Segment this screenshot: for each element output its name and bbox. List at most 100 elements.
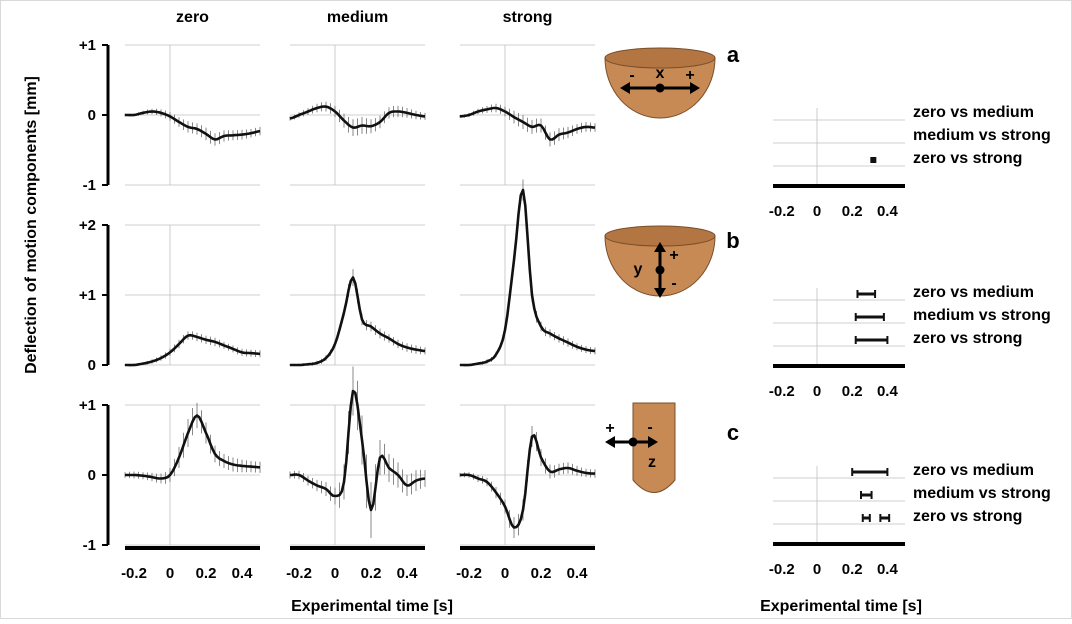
comparison-label: zero vs strong xyxy=(913,508,1022,525)
significance-panel-a: -0.2 0 0.2 0.4 zero vs medium medium vs stron… xyxy=(769,104,1051,220)
significance-panels: -0.2 0 0.2 0.4 zero vs medium medium vs stron… xyxy=(769,104,1051,578)
condition-header-zero: zero xyxy=(176,9,209,26)
x-axis-label-right: Experimental time [s] xyxy=(760,598,922,615)
y-tick-label: -1 xyxy=(83,537,96,554)
arrowhead-left xyxy=(620,82,630,94)
sig-x-tick-label: 0 xyxy=(813,203,821,220)
sig-x-tick-label: 0.4 xyxy=(877,383,899,400)
icon-axis-label-y: y xyxy=(634,261,643,278)
series-line-a-medium xyxy=(289,105,426,129)
significance-panel-b: -0.2 0 0.2 0.4 zero vs medium medium vs stron… xyxy=(769,284,1051,400)
arrowhead-right xyxy=(648,436,658,448)
x-tick-label: 0 xyxy=(331,565,339,582)
x-tick-label: 0.2 xyxy=(196,565,217,582)
panel-letter-c: c xyxy=(727,420,739,445)
x-tick-label: 0 xyxy=(501,565,509,582)
finger-body xyxy=(632,402,676,493)
sig-x-tick-label: -0.2 xyxy=(769,383,795,400)
series-line-b-strong xyxy=(460,188,596,367)
y-tick-label: +1 xyxy=(79,287,96,304)
x-tick-label: 0.4 xyxy=(232,565,254,582)
comparison-label: zero vs strong xyxy=(913,150,1022,167)
sig-x-tick-label: 0.4 xyxy=(877,561,899,578)
sig-x-tick-label: 0 xyxy=(813,561,821,578)
x-axis-label: Experimental time [s] xyxy=(291,598,453,615)
comparison-label: medium vs strong xyxy=(913,307,1051,324)
x-tick-label: 0 xyxy=(166,565,174,582)
icon-minus-y: - xyxy=(671,275,676,292)
panel-c-zero xyxy=(124,402,261,546)
series-line-c-strong xyxy=(459,434,596,529)
series-line-b-medium xyxy=(290,276,426,367)
icon-minus-x: - xyxy=(629,67,634,84)
significance-panel-c: -0.2 0 0.2 0.4 zero vs medium medium vs stron… xyxy=(769,462,1051,578)
y-tick-label: 0 xyxy=(88,357,96,374)
series-line-b-zero xyxy=(125,333,261,367)
sig-x-tick-label: 0.4 xyxy=(877,203,899,220)
center-dot xyxy=(655,83,665,93)
arrowhead-down xyxy=(654,288,666,298)
y-axis-label: Deflection of motion components [mm] xyxy=(23,76,40,374)
y-tick-label: +1 xyxy=(79,37,96,54)
x-tick-label: -0.2 xyxy=(456,565,482,582)
icon-x-motion: x - + xyxy=(604,47,716,119)
arrowhead-up xyxy=(654,242,666,252)
y-tick-label: 0 xyxy=(88,467,96,484)
panel-c-medium xyxy=(289,366,426,546)
comparison-label: zero vs strong xyxy=(913,330,1022,347)
arrowhead-right xyxy=(690,82,700,94)
center-dot xyxy=(628,437,638,447)
x-tick-label: 0.4 xyxy=(567,565,589,582)
comparison-label: medium vs strong xyxy=(913,127,1051,144)
panel-a-strong xyxy=(459,44,596,186)
sig-x-tick-label: 0.2 xyxy=(842,203,863,220)
comparison-label: medium vs strong xyxy=(913,485,1051,502)
sig-x-tick-label: -0.2 xyxy=(769,203,795,220)
y-tick-label: -1 xyxy=(83,177,96,194)
comparison-label: zero vs medium xyxy=(913,284,1034,301)
icon-minus-z: - xyxy=(647,419,652,436)
panel-b-zero xyxy=(124,224,261,367)
sig-x-tick-label: 0 xyxy=(813,383,821,400)
sig-point xyxy=(870,157,877,163)
motion-icons: x - + a y + - b + - z c xyxy=(604,42,740,493)
icon-plus-x: + xyxy=(685,67,694,84)
x-tick-label: -0.2 xyxy=(286,565,312,582)
arrowhead-left xyxy=(605,436,615,448)
sig-x-tick-label: 0.2 xyxy=(842,561,863,578)
x-tick-label: 0.2 xyxy=(531,565,552,582)
panel-a-zero xyxy=(124,44,261,186)
x-tick-label: 0.4 xyxy=(397,565,419,582)
icon-axis-label-x: x xyxy=(656,65,665,82)
panel-letter-a: a xyxy=(727,42,740,67)
panel-a-medium xyxy=(289,44,426,186)
series-line-a-zero xyxy=(125,110,261,141)
sig-x-tick-label: 0.2 xyxy=(842,383,863,400)
series-line-c-zero xyxy=(125,414,261,480)
icon-y-motion: y + - xyxy=(604,225,716,298)
panel-b-medium xyxy=(289,224,426,367)
y-tick-label: +1 xyxy=(79,397,96,414)
comparison-label: zero vs medium xyxy=(913,104,1034,121)
panel-b-strong xyxy=(459,179,596,367)
sig-x-tick-label: -0.2 xyxy=(769,561,795,578)
comparison-label: zero vs medium xyxy=(913,462,1034,479)
icon-z-motion: + - z xyxy=(605,402,676,493)
y-tick-label: 0 xyxy=(88,107,96,124)
panel-c-strong xyxy=(459,404,596,546)
x-tick-label: 0.2 xyxy=(361,565,382,582)
icon-axis-label-z: z xyxy=(648,454,656,471)
panel-letter-b: b xyxy=(726,228,739,253)
line-panels: zero medium strong +1 0 -1 +2 +1 0 +1 0 -1 -0.2 0 0.2 0… xyxy=(79,9,596,582)
icon-plus-z: + xyxy=(605,420,614,437)
icon-plus-y: + xyxy=(669,247,678,264)
series-line-c-medium xyxy=(289,389,426,512)
x-tick-label: -0.2 xyxy=(121,565,147,582)
condition-header-strong: strong xyxy=(503,9,553,26)
condition-header-medium: medium xyxy=(327,9,388,26)
series-line-a-strong xyxy=(459,106,596,141)
y-tick-label: +2 xyxy=(79,217,96,234)
